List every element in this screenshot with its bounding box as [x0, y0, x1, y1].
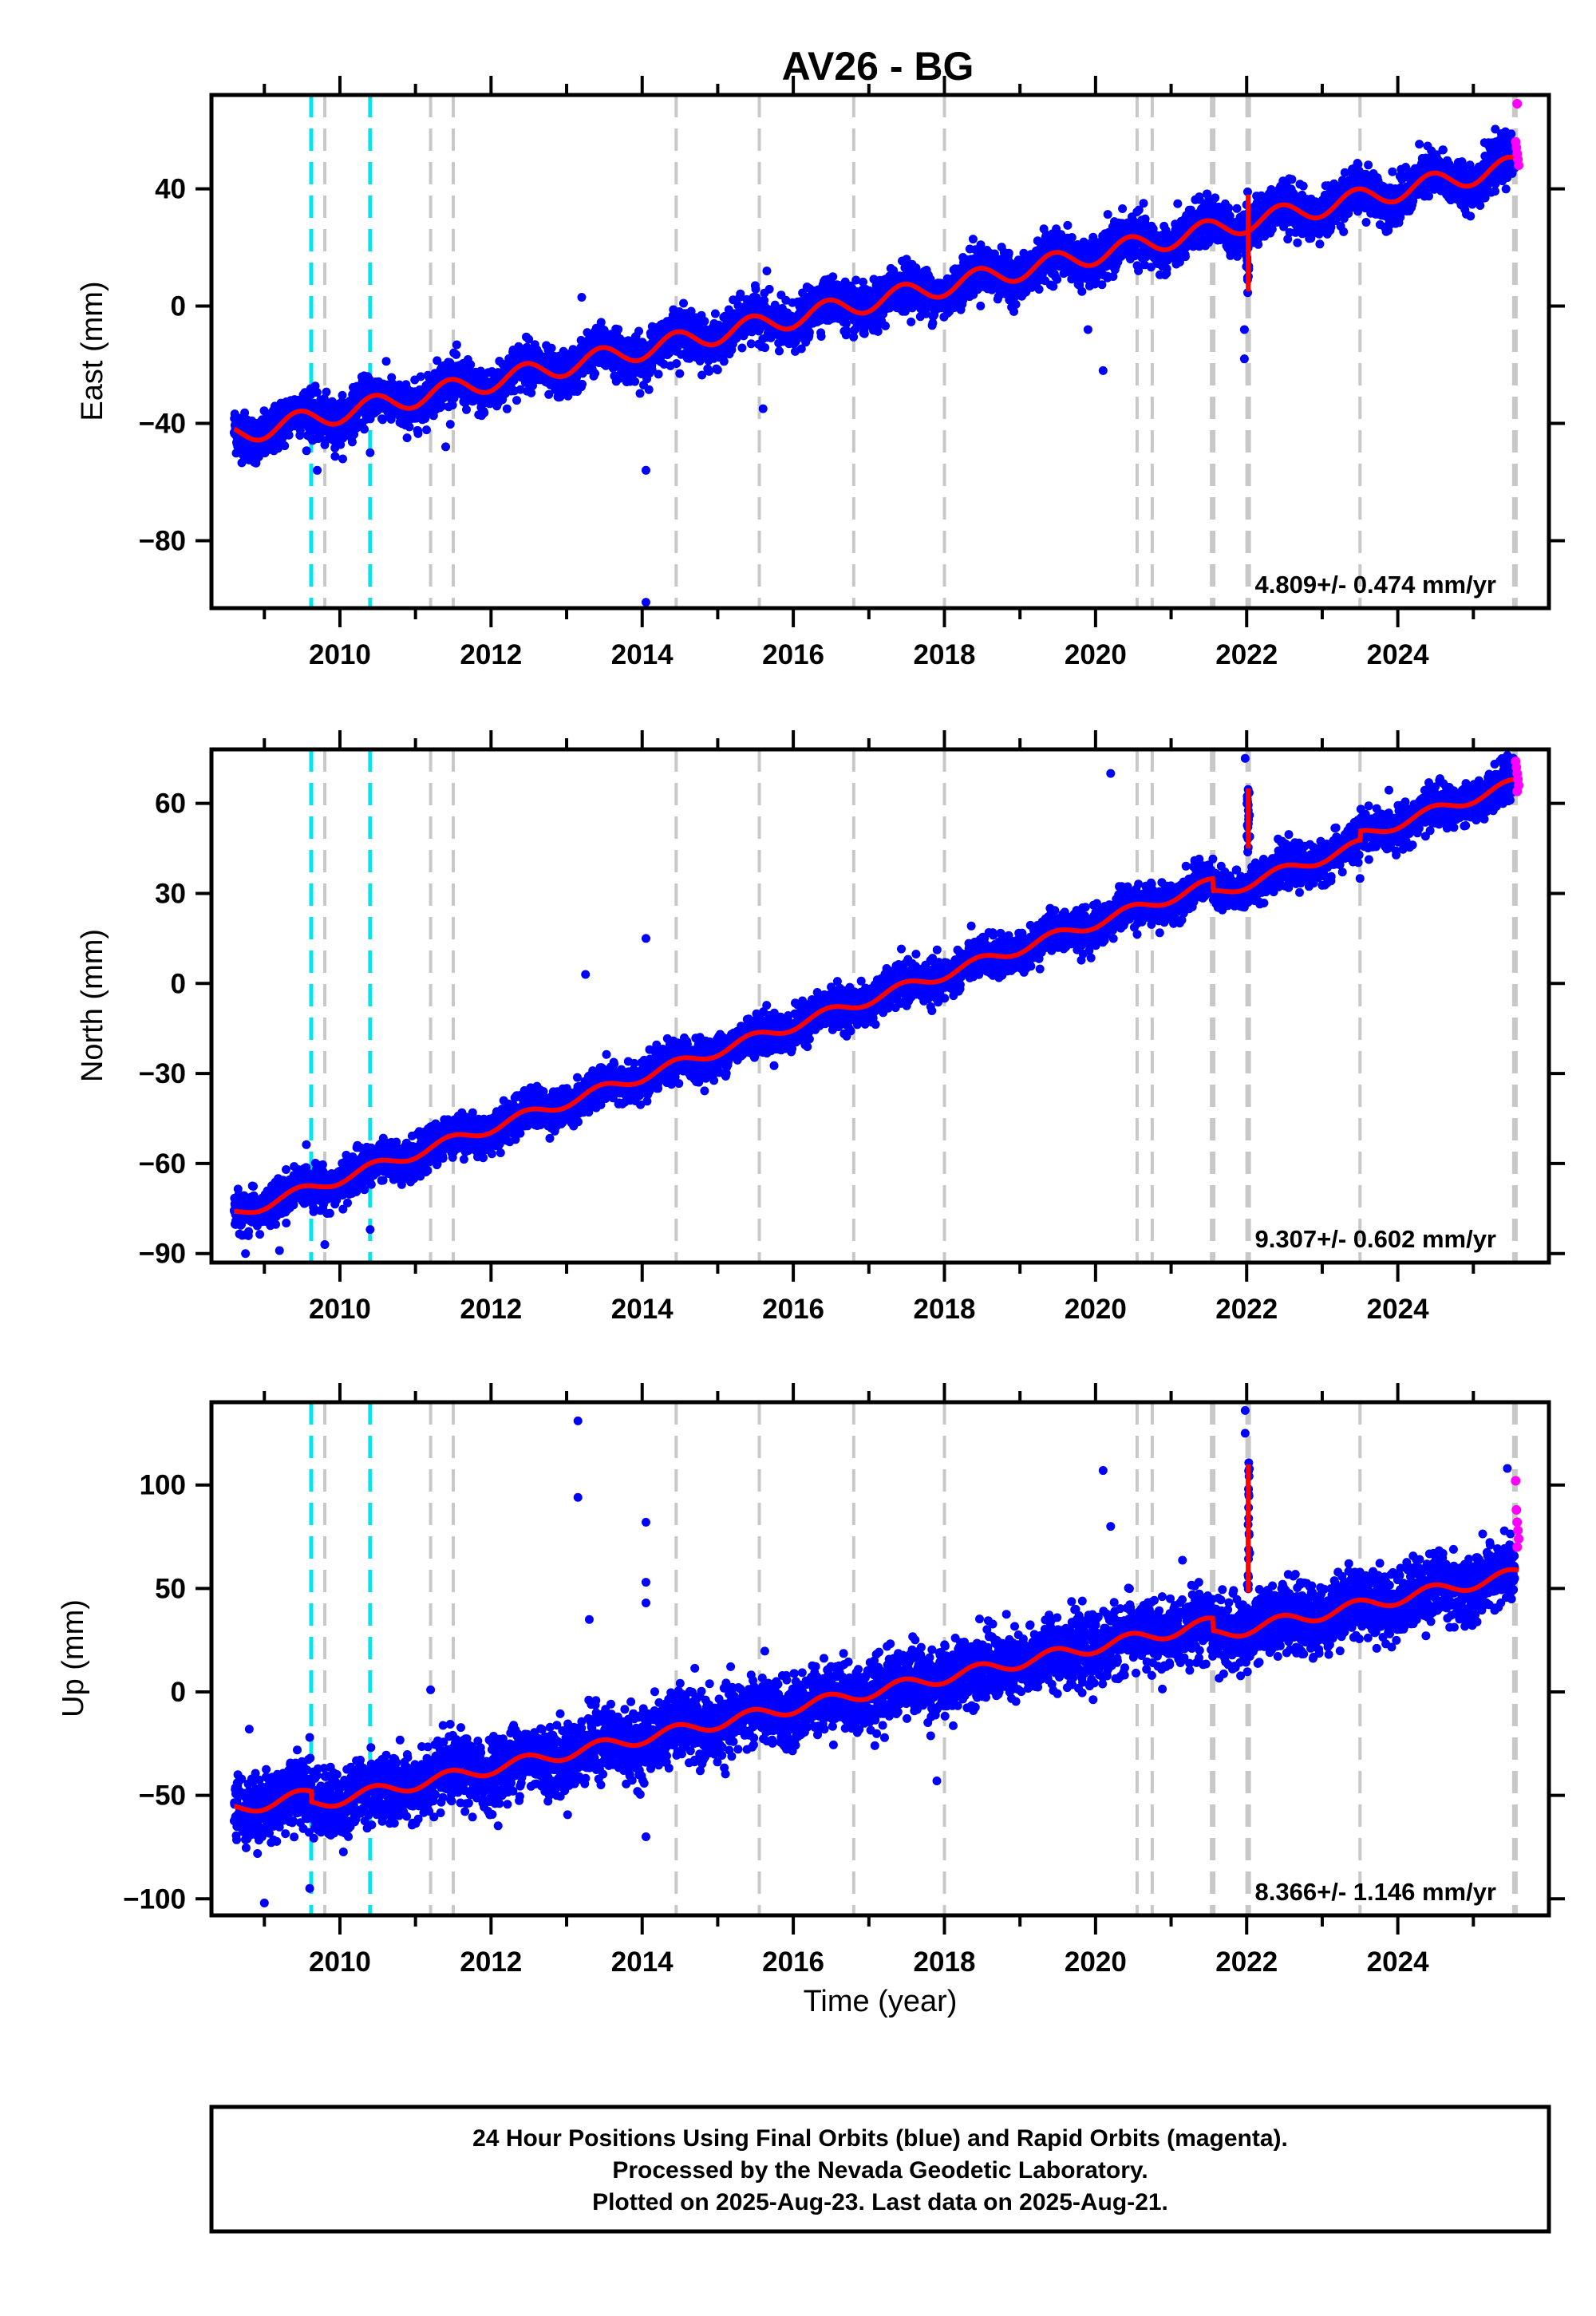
data-point	[675, 369, 685, 378]
data-point	[881, 321, 890, 330]
data-point	[1162, 264, 1171, 274]
data-point	[402, 433, 412, 443]
data-point	[1067, 233, 1077, 242]
data-point	[859, 329, 869, 338]
data-point	[968, 235, 978, 244]
data-point	[240, 408, 250, 417]
data-point	[1224, 204, 1234, 212]
data-point	[644, 385, 654, 394]
data-point	[630, 377, 640, 386]
data-point	[672, 359, 681, 368]
data-point	[1103, 210, 1112, 219]
data-point	[512, 396, 521, 405]
final-orbit-points-east	[229, 124, 1519, 607]
data-point	[413, 429, 423, 438]
panel-east: 2010 2012 2014 2016 2018 2020 2022 2024−80−4004…	[76, 76, 1565, 670]
data-point	[449, 393, 459, 403]
data-point	[405, 422, 414, 432]
data-point	[502, 404, 512, 413]
data-point	[322, 387, 331, 397]
data-point	[452, 340, 461, 350]
data-point	[804, 328, 814, 337]
data-point	[338, 390, 347, 400]
data-point	[381, 357, 391, 366]
data-point	[302, 446, 311, 456]
data-point	[466, 360, 476, 370]
chart-title: AV26 - BG	[782, 44, 974, 89]
data-point	[448, 401, 457, 410]
event-lines-east	[309, 95, 1518, 608]
data-point	[433, 356, 442, 366]
data-point	[719, 357, 729, 366]
data-point	[907, 317, 916, 326]
data-point	[437, 401, 447, 411]
data-point	[338, 454, 347, 464]
data-point	[445, 420, 455, 429]
data-point	[976, 301, 986, 310]
data-point	[710, 309, 720, 318]
data-point	[284, 430, 294, 440]
data-point	[591, 369, 599, 378]
data-point	[231, 449, 241, 458]
data-point	[312, 388, 322, 397]
data-point	[1097, 280, 1107, 290]
data-point	[1180, 252, 1190, 262]
data-point	[347, 437, 357, 447]
data-point	[452, 350, 461, 359]
data-point	[1118, 204, 1128, 213]
data-point	[634, 326, 643, 336]
data-point	[654, 370, 663, 379]
data-point	[330, 452, 340, 461]
data-point	[280, 441, 290, 451]
data-point	[828, 272, 838, 282]
data-point	[578, 379, 587, 389]
data-point	[635, 389, 645, 398]
data-point	[1173, 199, 1183, 208]
data-point	[387, 373, 397, 382]
data-point	[1140, 214, 1150, 223]
data-point	[480, 408, 489, 417]
data-point	[378, 415, 387, 425]
data-point	[1211, 193, 1220, 203]
data-point	[1053, 275, 1062, 284]
data-point	[700, 317, 709, 326]
data-point	[1011, 299, 1021, 309]
data-point	[527, 388, 536, 397]
data-point	[816, 332, 826, 341]
data-point	[764, 284, 774, 294]
data-point	[1139, 199, 1148, 208]
data-point	[760, 343, 770, 353]
data-point	[775, 346, 784, 356]
data-point	[416, 372, 425, 381]
data-point	[547, 343, 556, 353]
data-point	[1232, 204, 1242, 213]
data-point	[1063, 220, 1073, 230]
data-point	[614, 325, 623, 334]
data-point	[713, 366, 722, 374]
data-point	[422, 425, 431, 435]
data-point	[237, 458, 247, 468]
data-point	[842, 326, 851, 335]
data-point	[462, 405, 471, 414]
data-point	[1077, 287, 1087, 296]
data-point	[1004, 248, 1013, 258]
data-point	[737, 343, 747, 353]
data-point	[679, 298, 688, 308]
data-point	[1034, 285, 1044, 294]
data-point	[751, 284, 760, 294]
data-point	[360, 425, 369, 434]
